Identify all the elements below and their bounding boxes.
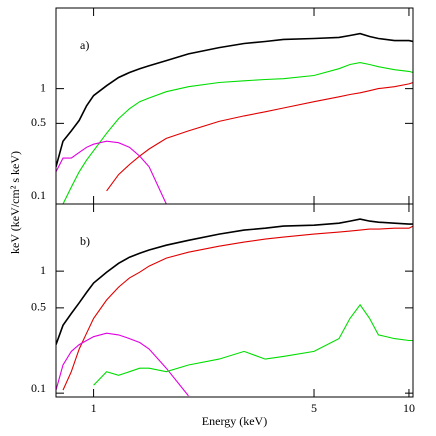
series-line [56,218,413,345]
panel-label: a) [80,38,89,52]
series-line [62,225,413,391]
series-line [62,62,413,204]
y-tick-label: 1 [40,80,46,94]
y-tick-label: 0.1 [31,188,46,202]
plot-frame [55,203,414,398]
x-tick-label: 10 [403,401,415,415]
y-axis-label: keV (keV/cm² s keV) [8,151,22,254]
series-line [56,332,189,397]
series-line [106,81,413,192]
y-tick-label: 0.5 [31,300,46,314]
x-tick-label: 1 [91,401,97,415]
panel-label: b) [80,234,90,248]
series-line [56,140,167,204]
series-line [56,32,413,168]
y-tick-label: 1 [40,263,46,277]
x-axis-label: Energy (keV) [202,414,267,428]
x-tick-label: 5 [311,401,317,415]
y-tick-label: 0.1 [31,381,46,395]
series-line [93,303,413,386]
y-tick-label: 0.5 [31,115,46,129]
plot-frame [55,7,414,205]
